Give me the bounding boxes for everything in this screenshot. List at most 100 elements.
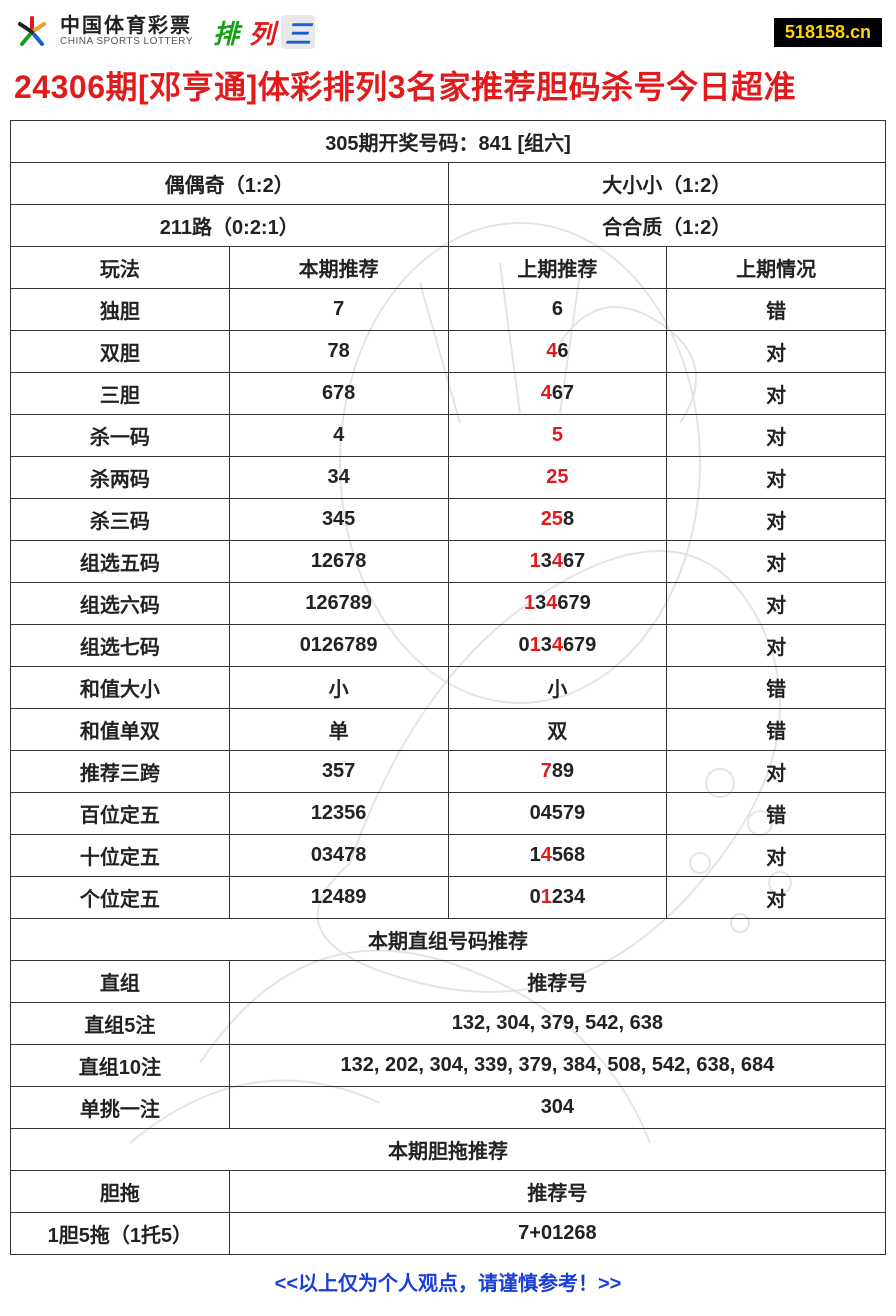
prev-pick: 134679 [448, 583, 667, 625]
row-play-13: 十位定五0347814568对 [11, 835, 886, 877]
main-title: 24306期[邓亨通]体彩排列3名家推荐胆码杀号今日超准 [10, 56, 886, 120]
sec2-col-0: 直组 [11, 961, 230, 1003]
row-play-5: 杀三码345258对 [11, 499, 886, 541]
play-name: 杀两码 [11, 457, 230, 499]
result-cell: 对 [667, 751, 886, 793]
section3-header: 本期胆拖推荐 [11, 1129, 886, 1171]
row-stats-1: 211路（0:2:1）合合质（1:2） [11, 205, 886, 247]
sec2-col-1: 推荐号 [229, 961, 885, 1003]
prev-pick: 6 [448, 289, 667, 331]
prev-pick: 46 [448, 331, 667, 373]
row-play-12: 百位定五1235604579错 [11, 793, 886, 835]
sec3-label: 1胆5拖（1托5） [11, 1213, 230, 1255]
current-pick: 7 [229, 289, 448, 331]
result-cell: 对 [667, 877, 886, 919]
result-cell: 错 [667, 793, 886, 835]
prediction-table: 305期开奖号码：841 [组六]偶偶奇（1:2）大小小（1:2）211路（0:… [10, 120, 886, 1255]
current-pick: 357 [229, 751, 448, 793]
row-sec3-header: 本期胆拖推荐 [11, 1129, 886, 1171]
row-stats-0: 偶偶奇（1:2）大小小（1:2） [11, 163, 886, 205]
current-pick: 126789 [229, 583, 448, 625]
current-pick: 12678 [229, 541, 448, 583]
row-col-headers: 玩法本期推荐上期推荐上期情况 [11, 247, 886, 289]
row-play-7: 组选六码126789134679对 [11, 583, 886, 625]
row-play-2: 三胆678467对 [11, 373, 886, 415]
row-sec2-0: 直组5注132, 304, 379, 542, 638 [11, 1003, 886, 1045]
brand-char-1: 排 [209, 15, 243, 49]
play-name: 独胆 [11, 289, 230, 331]
brand-en: CHINA SPORTS LOTTERY [60, 37, 193, 48]
prev-pick: 14568 [448, 835, 667, 877]
play-name: 组选七码 [11, 625, 230, 667]
result-cell: 对 [667, 331, 886, 373]
result-cell: 对 [667, 583, 886, 625]
col-header-3: 上期情况 [667, 247, 886, 289]
result-cell: 对 [667, 373, 886, 415]
sec2-label: 直组5注 [11, 1003, 230, 1045]
brand-product: 排 列 三 [209, 15, 315, 49]
prev-pick: 25 [448, 457, 667, 499]
row-play-4: 杀两码3425对 [11, 457, 886, 499]
row-play-11: 推荐三跨357789对 [11, 751, 886, 793]
sec2-value: 132, 304, 379, 542, 638 [229, 1003, 885, 1045]
sec3-col-0: 胆拖 [11, 1171, 230, 1213]
current-pick: 4 [229, 415, 448, 457]
result-cell: 对 [667, 541, 886, 583]
brand-block: 中国体育彩票 CHINA SPORTS LOTTERY 排 列 三 [14, 14, 315, 50]
header: 中国体育彩票 CHINA SPORTS LOTTERY 排 列 三 518158… [10, 8, 886, 56]
brand-char-3: 三 [281, 15, 315, 49]
row-sec3-0: 1胆5拖（1托5）7+01268 [11, 1213, 886, 1255]
row-sec2-2: 单挑一注304 [11, 1087, 886, 1129]
prev-pick: 5 [448, 415, 667, 457]
play-name: 推荐三跨 [11, 751, 230, 793]
sec2-value: 132, 202, 304, 339, 379, 384, 508, 542, … [229, 1045, 885, 1087]
play-name: 和值大小 [11, 667, 230, 709]
sec3-value: 7+01268 [229, 1213, 885, 1255]
result-cell: 对 [667, 499, 886, 541]
row-draw-header: 305期开奖号码：841 [组六] [11, 121, 886, 163]
col-header-2: 上期推荐 [448, 247, 667, 289]
site-badge: 518158.cn [774, 18, 882, 47]
result-cell: 对 [667, 835, 886, 877]
stat-cell: 大小小（1:2） [448, 163, 886, 205]
row-play-10: 和值单双单双错 [11, 709, 886, 751]
result-cell: 对 [667, 457, 886, 499]
play-name: 杀一码 [11, 415, 230, 457]
sec2-label: 直组10注 [11, 1045, 230, 1087]
current-pick: 小 [229, 667, 448, 709]
row-play-1: 双胆7846对 [11, 331, 886, 373]
prev-pick: 双 [448, 709, 667, 751]
current-pick: 03478 [229, 835, 448, 877]
row-play-14: 个位定五1248901234对 [11, 877, 886, 919]
prev-pick: 小 [448, 667, 667, 709]
play-name: 百位定五 [11, 793, 230, 835]
play-name: 杀三码 [11, 499, 230, 541]
result-cell: 对 [667, 415, 886, 457]
current-pick: 345 [229, 499, 448, 541]
row-sec2-1: 直组10注132, 202, 304, 339, 379, 384, 508, … [11, 1045, 886, 1087]
prev-pick: 01234 [448, 877, 667, 919]
result-cell: 对 [667, 625, 886, 667]
col-header-1: 本期推荐 [229, 247, 448, 289]
row-play-0: 独胆76错 [11, 289, 886, 331]
play-name: 个位定五 [11, 877, 230, 919]
prev-pick: 04579 [448, 793, 667, 835]
play-name: 十位定五 [11, 835, 230, 877]
prev-pick: 258 [448, 499, 667, 541]
play-name: 和值单双 [11, 709, 230, 751]
row-sec2-header: 本期直组号码推荐 [11, 919, 886, 961]
play-name: 组选五码 [11, 541, 230, 583]
current-pick: 12356 [229, 793, 448, 835]
sec3-col-1: 推荐号 [229, 1171, 885, 1213]
prev-pick: 789 [448, 751, 667, 793]
result-cell: 错 [667, 709, 886, 751]
play-name: 三胆 [11, 373, 230, 415]
current-pick: 单 [229, 709, 448, 751]
stat-cell: 偶偶奇（1:2） [11, 163, 449, 205]
sec2-label: 单挑一注 [11, 1087, 230, 1129]
col-header-0: 玩法 [11, 247, 230, 289]
row-sec2-cols: 直组推荐号 [11, 961, 886, 1003]
prev-pick: 0134679 [448, 625, 667, 667]
draw-result-header: 305期开奖号码：841 [组六] [11, 121, 886, 163]
stat-cell: 合合质（1:2） [448, 205, 886, 247]
